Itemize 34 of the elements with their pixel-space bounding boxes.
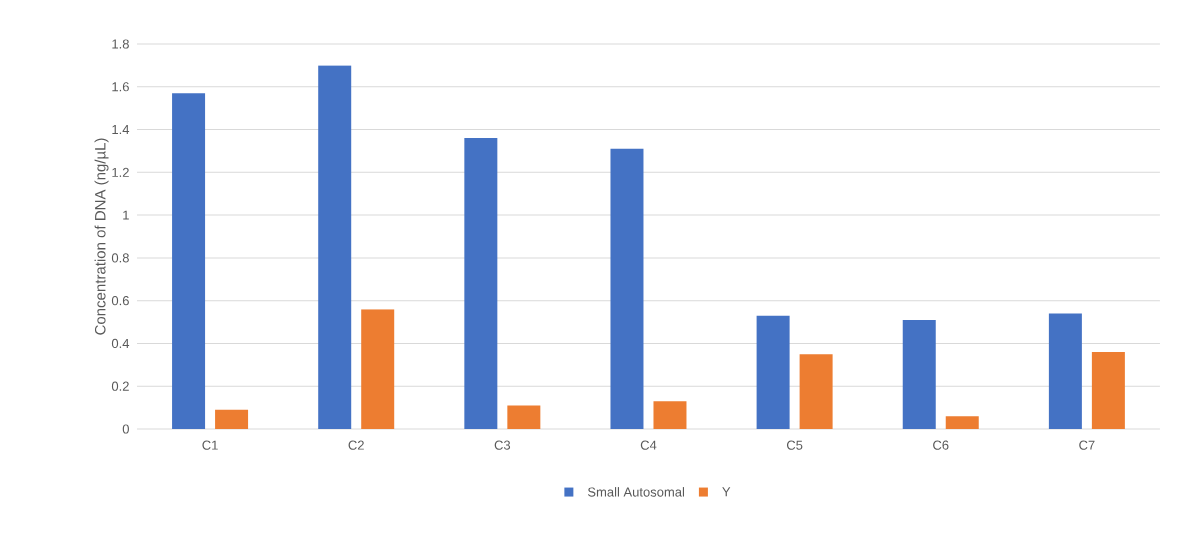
bar bbox=[361, 309, 395, 429]
bar bbox=[172, 93, 206, 429]
bar bbox=[464, 138, 498, 429]
legend-label: Y bbox=[722, 487, 731, 497]
bar bbox=[653, 401, 687, 429]
y-tick-label: 1.6 bbox=[112, 82, 129, 92]
x-tick-label: C2 bbox=[348, 440, 364, 450]
y-axis-title: Concentration of DNA (ng/µL) bbox=[94, 138, 109, 335]
bar bbox=[756, 315, 790, 429]
x-tick-label: C1 bbox=[202, 440, 218, 450]
y-tick-label: 0.4 bbox=[111, 338, 130, 349]
x-tick-label: C6 bbox=[933, 440, 949, 450]
y-tick-label: 1.8 bbox=[112, 39, 129, 49]
y-tick-label: 1 bbox=[123, 210, 129, 220]
bar bbox=[507, 405, 541, 429]
x-tick-label: C7 bbox=[1079, 440, 1095, 450]
y-tick-label: 0 bbox=[122, 424, 129, 434]
x-tick-label: C4 bbox=[640, 440, 657, 450]
legend-label: Small Autosomal bbox=[587, 487, 685, 497]
x-tick-label: C5 bbox=[786, 440, 803, 450]
bar bbox=[610, 148, 644, 429]
bar bbox=[945, 416, 979, 429]
bar bbox=[799, 354, 833, 429]
y-tick-label: 0.2 bbox=[111, 381, 129, 391]
bar bbox=[902, 319, 936, 429]
y-tick-label: 1.4 bbox=[112, 125, 130, 135]
y-tick-label: 0.6 bbox=[111, 296, 129, 306]
bar bbox=[1048, 313, 1082, 429]
bar bbox=[1091, 352, 1125, 429]
x-tick-label: C3 bbox=[494, 440, 511, 450]
bar bbox=[215, 409, 249, 429]
y-tick-label: 1.2 bbox=[112, 167, 129, 177]
bar bbox=[318, 65, 352, 429]
y-tick-label: 0.8 bbox=[111, 253, 129, 263]
